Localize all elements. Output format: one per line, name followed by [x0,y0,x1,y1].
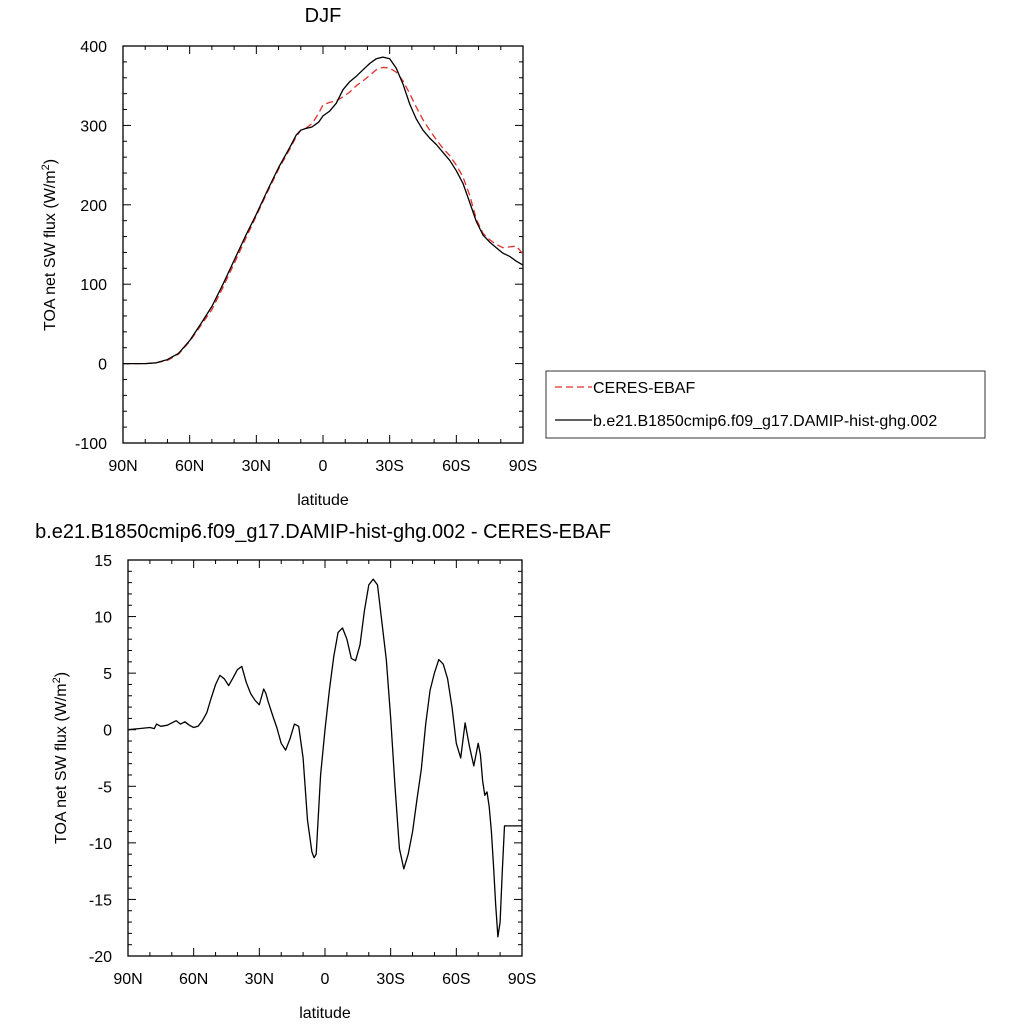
bottom-plot-y-axis-label-end: ) [53,672,70,677]
bottom-plot-x-tick-label: 90S [508,971,536,988]
bottom-plot-y-tick-label: 10 [94,610,112,627]
bottom-plot-y-tick-label: -20 [89,949,112,966]
bottom-plot-y-axis-label: TOA net SW flux (W/m2) [51,672,70,844]
bottom-plot-x-tick-label: 30S [376,971,404,988]
bottom-plot-lines [127,578,522,938]
top-plot-y-axis-label-main: TOA net SW flux (W/m [42,170,59,331]
top-plot-y-axis-label-sup: 2 [40,164,52,170]
bottom-plot-frame [127,559,523,957]
top-plot-x-tick-label: 60S [442,458,470,475]
top-plot-x-tick-label: 90S [509,458,537,475]
top-plot-y-tick-label: 400 [80,39,107,56]
top-plot-ticks: 90N 60N 30N 0 30S 60S 90S -100 0 100 200 300 400 [75,39,537,475]
bottom-plot-x-axis-label: latitude [299,1005,351,1022]
top-plot: DJF 90N 60N 30N 0 30S 60S 90S -100 0 100 200 300 400… [40,5,537,509]
bottom-plot-y-tick-label: 5 [103,666,112,683]
bottom-plot-y-tick-label: 0 [103,723,112,740]
legend-box [545,370,986,439]
bottom-plot-x-tick-label: 30N [245,971,274,988]
bottom-plot-y-axis-label-sup: 2 [51,677,63,683]
top-plot-y-tick-label: -100 [75,436,107,453]
bottom-plot-y-tick-label: 15 [94,553,112,570]
top-plot-title: DJF [305,5,342,27]
top-plot-y-axis-label: TOA net SW flux (W/m2) [40,159,59,331]
bottom-plot-title: b.e21.B1850cmip6.f09_g17.DAMIP-hist-ghg.… [35,521,611,543]
top-plot-series-line-0 [123,66,524,365]
top-plot-series-line-1 [123,56,524,365]
top-plot-x-axis-label: latitude [297,492,349,509]
bottom-plot-y-tick-label: -5 [98,779,112,796]
top-plot-x-tick-label: 60N [175,458,204,475]
top-plot-y-tick-label: 100 [80,277,107,294]
bottom-plot-y-tick-label: -10 [89,836,112,853]
bottom-plot-y-axis-label-main: TOA net SW flux (W/m [53,683,70,844]
top-plot-y-tick-label: 0 [98,357,107,374]
top-plot-y-tick-label: 200 [80,198,107,215]
legend-label-model: b.e21.B1850cmip6.f09_g17.DAMIP-hist-ghg.… [593,413,937,430]
top-plot-x-tick-label: 90N [108,458,137,475]
bottom-plot-x-tick-label: 60S [442,971,470,988]
top-plot-x-tick-label: 30N [242,458,271,475]
bottom-plot-series-line-0 [127,578,522,938]
top-plot-y-tick-label: 300 [80,118,107,135]
bottom-plot-x-tick-label: 0 [321,971,330,988]
top-plot-x-tick-label: 0 [319,458,328,475]
bottom-plot-y-tick-label: -15 [89,892,112,909]
bottom-plot-x-tick-label: 90N [113,971,142,988]
bottom-plot: b.e21.B1850cmip6.f09_g17.DAMIP-hist-ghg.… [35,521,611,1022]
top-plot-x-tick-label: 30S [375,458,403,475]
bottom-plot-x-tick-label: 60N [179,971,208,988]
legend-label-ceres-ebaf: CERES-EBAF [593,380,695,397]
top-plot-lines [123,56,524,365]
top-plot-y-axis-label-end: ) [42,159,59,164]
bottom-plot-ticks: 90N 60N 30N 0 30S 60S 90S -20 -15 -10 -5 0 5 10 15 [89,553,536,988]
legend: CERES-EBAF b.e21.B1850cmip6.f09_g17.DAMI… [545,370,986,439]
